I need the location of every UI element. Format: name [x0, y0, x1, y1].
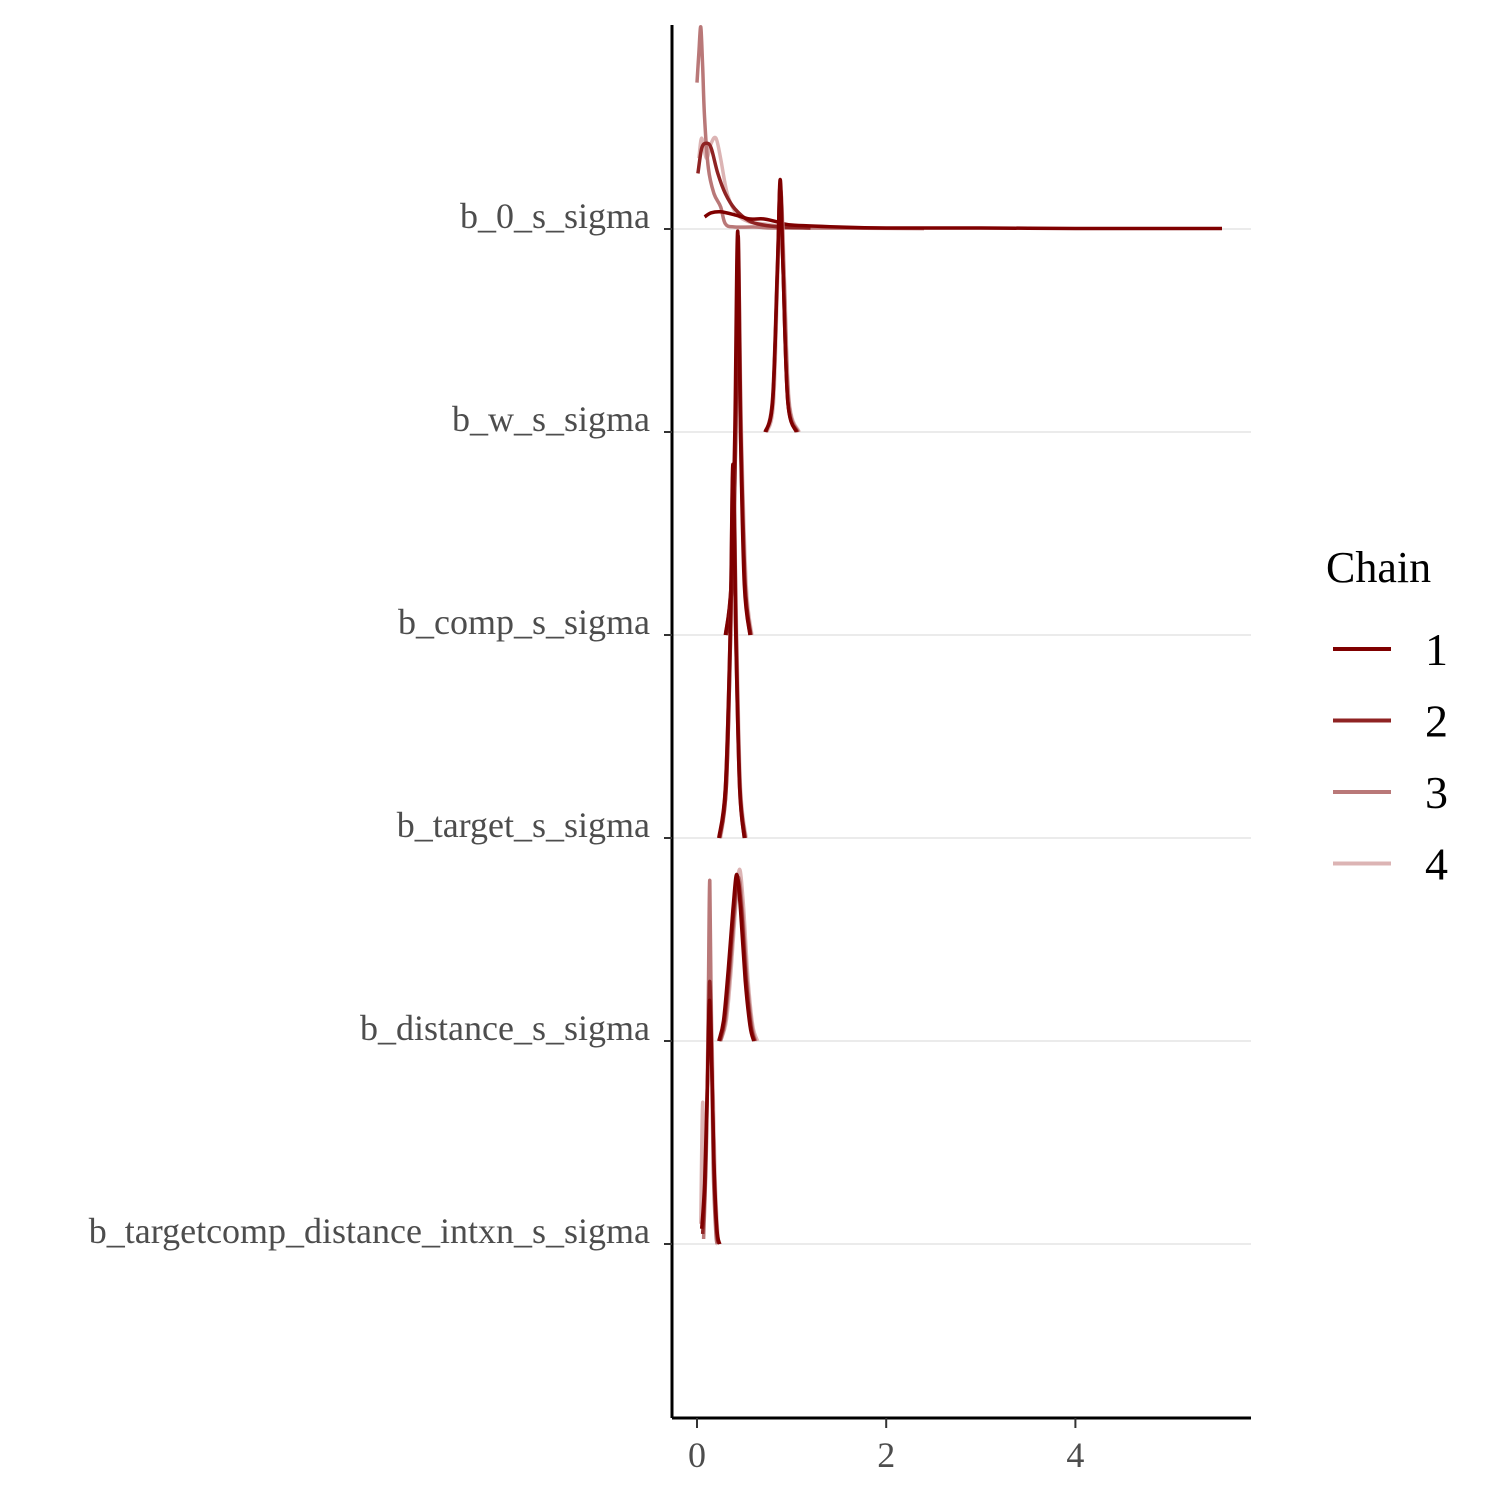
y-tick-labels: b_0_s_sigma b_w_s_sigma b_comp_s_sigma b_ta… [89, 196, 650, 1251]
x-tick-label: 2 [877, 1435, 895, 1475]
legend-label-chain-1: 1 [1425, 624, 1448, 675]
legend: Chain 1 2 3 4 [1326, 543, 1448, 890]
y-tick-label: b_comp_s_sigma [398, 602, 650, 642]
y-tick-label: b_0_s_sigma [460, 196, 650, 236]
density-line-chain-1 [717, 872, 756, 1042]
y-tick-label: b_target_s_sigma [397, 805, 650, 845]
density-line-chain-1 [763, 177, 798, 433]
legend-title: Chain [1326, 543, 1431, 592]
x-tick-labels: 0 2 4 [688, 1435, 1084, 1475]
density-line-chain-1 [703, 209, 1222, 231]
y-tick-label: b_distance_s_sigma [360, 1008, 650, 1048]
gridlines [672, 228, 1251, 1245]
legend-label-chain-3: 3 [1425, 767, 1448, 818]
density-curves [695, 25, 1222, 1246]
density-line-chain-1 [717, 462, 747, 839]
y-tick-label: b_w_s_sigma [452, 399, 650, 439]
legend-label-chain-2: 2 [1425, 696, 1448, 747]
x-tick-label: 4 [1066, 1435, 1084, 1475]
x-tick-label: 0 [688, 1435, 706, 1475]
legend-label-chain-4: 4 [1425, 839, 1448, 890]
axes [664, 25, 1251, 1428]
density-line-chain-3 [695, 25, 925, 231]
density-line-chain-2 [696, 141, 811, 230]
density-line-chain-1 [699, 998, 722, 1245]
y-tick-label: b_targetcomp_distance_intxn_s_sigma [89, 1211, 650, 1251]
